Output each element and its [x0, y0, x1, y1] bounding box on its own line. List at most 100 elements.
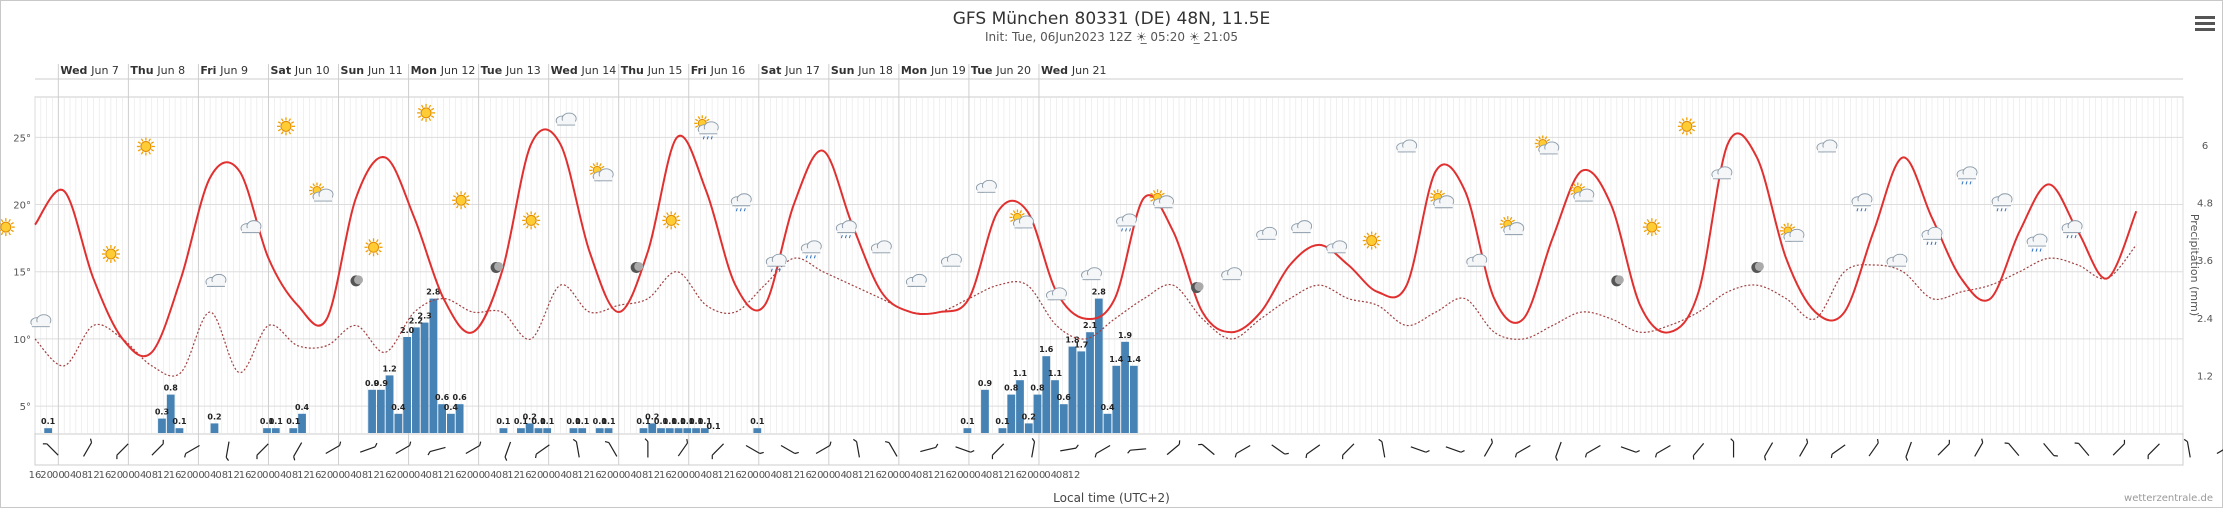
wind-barb-icon — [1514, 444, 1531, 458]
wind-barb-icon — [465, 441, 482, 455]
hour-tick-label: 12 — [297, 470, 310, 481]
hour-tick-label: 04 — [764, 470, 777, 481]
wind-barb-icon — [853, 438, 860, 458]
hour-tick-label: 08 — [566, 470, 579, 481]
precip-label: 0.6 — [1057, 393, 1072, 402]
hour-tick-label: 00 — [682, 470, 695, 481]
sun-cloud-weather-icon — [1499, 216, 1525, 236]
precip-bar — [1077, 351, 1086, 433]
wind-barb-icon — [395, 441, 412, 455]
precip-label: 0.1 — [636, 417, 651, 426]
precip-label: 0.1 — [496, 417, 511, 426]
wind-barb-icon — [1198, 443, 1215, 456]
precip-label: 0.1 — [663, 417, 678, 426]
moon-weather-icon — [630, 261, 644, 273]
precip-label: 0.6 — [453, 393, 468, 402]
wind-barb-icon — [1234, 444, 1251, 458]
sun-weather-icon — [364, 238, 383, 257]
wind-barb-icon — [1445, 446, 1465, 453]
precip-bar — [1016, 380, 1024, 433]
y-right-axis-title: Precipitation (mm) — [2188, 214, 2201, 316]
hamburger-menu-icon[interactable] — [2195, 16, 2215, 32]
precip-label: 0.1 — [995, 417, 1010, 426]
precip-label: 0.4 — [1100, 403, 1115, 412]
hour-tick-label: 12 — [717, 470, 730, 481]
wind-barb-icon — [2004, 442, 2020, 457]
precip-label: 0.9 — [374, 379, 389, 388]
precip-label: 0.1 — [575, 417, 590, 426]
hour-tick-label: 04 — [974, 470, 987, 481]
wind-barb-icon — [1799, 438, 1809, 457]
precip-label: 0.6 — [435, 393, 450, 402]
precip-bar — [263, 428, 271, 433]
hour-tick-label: 12 — [857, 470, 870, 481]
wind-barb-icon — [427, 446, 446, 456]
hour-tick-label: 00 — [822, 470, 835, 481]
precip-label: 0.1 — [286, 417, 301, 426]
precip-label: 0.1 — [671, 417, 686, 426]
cloud-weather-icon — [1711, 166, 1733, 180]
precip-bar — [368, 389, 376, 433]
hour-tick-label: 16 — [729, 470, 742, 481]
hour-tick-label: 04 — [64, 470, 77, 481]
rain-weather-icon — [1991, 193, 2013, 212]
hour-tick-label: 20 — [391, 470, 404, 481]
hour-tick-label: 04 — [344, 470, 357, 481]
day-label: Sat Jun 17 — [761, 64, 820, 77]
hour-tick-label: 12 — [787, 470, 800, 481]
hour-tick-label: 20 — [110, 470, 123, 481]
moon-weather-icon — [1751, 261, 1764, 273]
wind-barb-icon — [1730, 438, 1735, 458]
wind-barb-icon — [1342, 443, 1355, 460]
wind-barb-icon — [2216, 449, 2223, 455]
precip-label: 2.8 — [426, 288, 441, 297]
cloud-weather-icon — [1816, 139, 1838, 153]
hour-tick-label: 04 — [274, 470, 287, 481]
precip-label: 0.1 — [172, 417, 187, 426]
precip-bar — [525, 423, 534, 433]
hour-tick-label: 00 — [1033, 470, 1046, 481]
rain-weather-icon — [1921, 226, 1943, 245]
hour-tick-label: 12 — [437, 470, 450, 481]
rain-weather-icon — [800, 240, 822, 259]
hour-tick-label: 04 — [204, 470, 217, 481]
rain-weather-icon — [1956, 166, 1978, 185]
hour-tick-label: 00 — [262, 470, 275, 481]
hour-tick-label: 08 — [1056, 470, 1069, 481]
precip-bar — [429, 298, 438, 433]
cloud-weather-icon — [1291, 220, 1313, 234]
y-left-tick-label: 15° — [13, 268, 31, 279]
wind-barb-icon — [991, 443, 1005, 460]
day-label: Thu Jun 15 — [621, 64, 683, 77]
precip-label: 0.4 — [295, 403, 310, 412]
hour-tick-label: 04 — [1044, 470, 1057, 481]
hour-tick-label: 20 — [881, 470, 894, 481]
precip-label: 0.1 — [698, 417, 713, 426]
precip-bar — [1068, 346, 1077, 433]
wind-barb-icon — [1555, 441, 1562, 461]
precip-label: 1.1 — [1013, 369, 1028, 378]
init-label: Init: Tue, 06Jun2023 12Z — [984, 30, 1133, 44]
precip-label: 0.1 — [689, 417, 704, 426]
wind-barb-icon — [1584, 444, 1601, 458]
credits[interactable]: wetterzentrale.de — [2124, 493, 2213, 504]
precip-label: 0.1 — [680, 417, 695, 426]
cloud-weather-icon — [1081, 267, 1102, 281]
wind-barb-icon — [1378, 438, 1386, 458]
sun-cloud-weather-icon — [1429, 189, 1455, 209]
y-left-tick-label: 25° — [13, 133, 31, 144]
hour-tick-label: 20 — [320, 470, 333, 481]
day-label: Sat Jun 10 — [270, 64, 329, 77]
precip-bar — [394, 413, 403, 433]
precip-label: 0.1 — [960, 417, 975, 426]
precip-label: 0.1 — [566, 417, 581, 426]
wind-barb-icon — [745, 444, 764, 455]
precip-bar — [604, 428, 613, 433]
hour-tick-label: 16 — [869, 470, 882, 481]
hour-tick-label: 12 — [367, 470, 380, 481]
precip-label: 1.6 — [1039, 345, 1054, 354]
cloud-weather-icon — [1396, 139, 1418, 153]
hour-tick-label: 08 — [986, 470, 999, 481]
y-right-tick-label: 3.6 — [2197, 256, 2213, 267]
precip-label: 2.8 — [1092, 288, 1107, 297]
